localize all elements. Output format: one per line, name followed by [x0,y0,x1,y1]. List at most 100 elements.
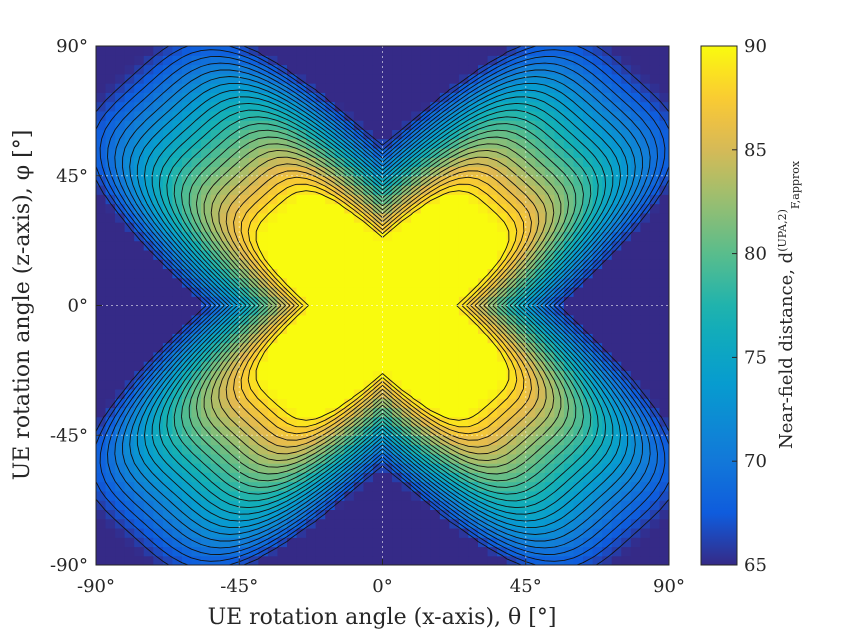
heatmap-cell [248,222,259,232]
heatmap-cell [458,500,470,510]
heatmap-cell [583,277,594,288]
heatmap-cell [649,194,661,205]
heatmap-cell [267,194,279,205]
heatmap-cell [478,55,489,66]
heatmap-cell [191,481,202,492]
heatmap-cell [411,194,422,205]
heatmap-cell [105,509,116,520]
heatmap-cell [554,509,565,520]
heatmap-cell [516,435,527,446]
heatmap-cell [583,472,594,483]
heatmap-cell [258,537,269,548]
heatmap-cell [334,185,345,195]
heatmap-cell [96,398,107,409]
heatmap-cell [153,46,164,56]
heatmap-cell [563,305,575,316]
heatmap-cell [554,277,565,288]
heatmap-cell [478,555,489,565]
heatmap-cell [439,333,450,344]
heatmap-cell [134,166,145,177]
heatmap-cell [554,64,565,75]
heatmap-cell [382,286,393,297]
heatmap-cell [96,268,107,279]
heatmap-cell [162,203,173,214]
heatmap-cell [287,324,298,334]
heatmap-cell [153,203,164,214]
heatmap-cell [344,463,355,473]
heatmap-cell [649,379,661,390]
heatmap-cell [659,537,669,548]
heatmap-cell [315,222,326,232]
heatmap-cell [468,249,479,260]
heatmap-cell [96,203,107,214]
heatmap-cell [191,296,202,307]
heatmap-cell [96,527,107,538]
heatmap-cell [143,425,154,436]
heatmap-cell [306,342,317,353]
heatmap-cell [267,370,279,381]
contour-line [96,46,669,565]
heatmap-cell [458,175,470,186]
heatmap-cell [573,518,584,529]
heatmap-cell [602,518,613,529]
heatmap-cell [630,333,641,344]
heatmap-cell [420,500,431,510]
heatmap-cell [630,361,641,371]
heatmap-cell [611,46,622,56]
heatmap-cell [363,351,374,362]
heatmap-cell [439,296,450,307]
heatmap-cell [115,370,126,381]
heatmap-cell [115,463,126,473]
contour-line [195,136,570,475]
colorbar-tick-label: 70 [744,451,767,472]
heatmap-cell [535,175,546,186]
heatmap-cell [649,147,661,158]
heatmap-cell [411,129,422,140]
heatmap-cell [563,370,575,381]
heatmap-cell [181,324,193,334]
heatmap-cell [420,527,431,538]
heatmap-cell [649,120,661,131]
heatmap-cell [210,398,221,409]
heatmap-cell [344,296,355,307]
heatmap-cell [554,333,565,344]
heatmap-cell [630,518,641,529]
heatmap-cell [554,231,565,242]
contour-line [144,89,621,522]
heatmap-cell [478,222,489,232]
heatmap-cell [115,231,126,242]
heatmap-cell [344,73,355,84]
heatmap-cell [134,157,145,168]
heatmap-cell [172,453,183,464]
heatmap-cell [258,268,269,279]
heatmap-cell [363,546,374,557]
heatmap-cell [153,240,164,251]
heatmap-cell [497,277,508,288]
heatmap-cell [267,83,279,93]
heatmap-cell [659,147,669,158]
heatmap-cell [353,481,364,492]
heatmap-cell [468,490,479,501]
heatmap-cell [506,120,517,131]
heatmap-cell [181,129,193,140]
heatmap-cell [191,425,202,436]
heatmap-cell [525,194,536,205]
heatmap-cell [640,435,651,446]
heatmap-cell [258,129,269,140]
heatmap-cell [220,138,231,149]
heatmap-cell [315,277,326,288]
heatmap-cell [210,425,221,436]
heatmap-cell [363,194,374,205]
heatmap-cell [382,527,393,538]
heatmap-cell [649,64,661,75]
heatmap-cell [181,305,193,316]
heatmap-cell [277,351,288,362]
heatmap-cell [602,463,613,473]
heatmap-cell [220,324,231,334]
heatmap-cell [353,83,364,93]
heatmap-cell [468,64,479,75]
heatmap-cell [191,203,202,214]
heatmap-cell [439,324,450,334]
heatmap-cell [115,518,126,529]
heatmap-cell [287,101,298,112]
